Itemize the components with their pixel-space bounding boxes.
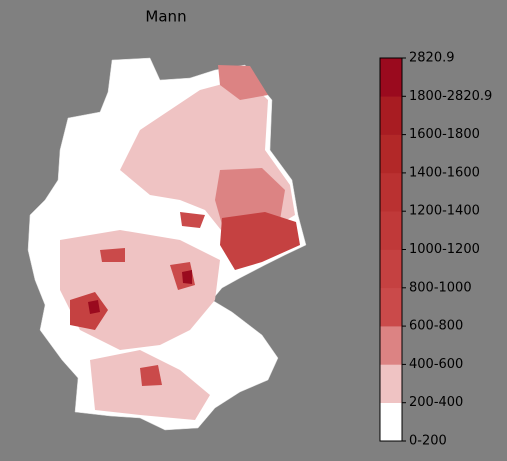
map-title: Mann [145, 8, 186, 26]
colorbar-segment [380, 211, 402, 250]
colorbar-label: 400-600 [409, 357, 463, 372]
colorbar-segment [380, 364, 402, 403]
colorbar-label: 1600-1800 [409, 127, 480, 142]
colorbar: 0-200 200-400 400-600 600-800 800-1000 1000-1… [379, 51, 492, 449]
colorbar-segment [380, 172, 402, 212]
colorbar-segment [380, 134, 402, 174]
colorbar-segment [380, 249, 402, 289]
colorbar-segment [380, 96, 402, 135]
region-fill [100, 248, 125, 262]
region-fill [180, 212, 205, 228]
colorbar-label: 0-200 [409, 434, 447, 449]
colorbar-segment [380, 402, 402, 442]
region-fill [218, 65, 268, 100]
region-fill [220, 212, 300, 270]
colorbar-label: 1200-1400 [409, 204, 480, 219]
region-fill [182, 270, 192, 284]
colorbar-label: 2820.9 [409, 51, 455, 66]
region-fill [70, 292, 108, 330]
map [27, 57, 307, 431]
region-fill [140, 365, 162, 386]
colorbar-label: 800-1000 [409, 280, 472, 295]
colorbar-segment [380, 287, 402, 327]
colorbar-label: 200-400 [409, 395, 463, 410]
colorbar-segment [380, 326, 402, 365]
colorbar-label: 1800-2820.9 [409, 89, 492, 104]
region-fill [88, 300, 100, 314]
colorbar-segment [380, 58, 402, 97]
colorbar-label: 1400-1600 [409, 165, 480, 180]
colorbar-label: 1000-1200 [409, 242, 480, 257]
colorbar-label: 600-800 [409, 319, 463, 334]
